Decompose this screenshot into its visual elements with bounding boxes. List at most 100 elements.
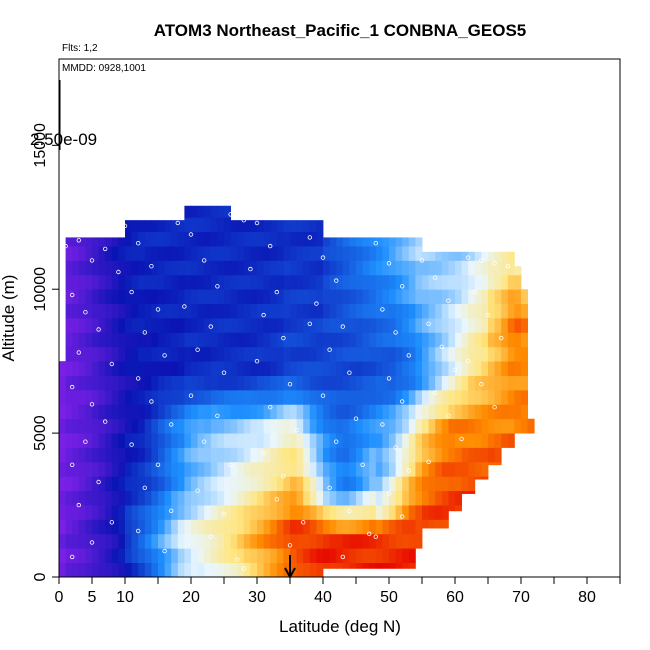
heatmap-cell (250, 404, 258, 420)
observation-point (168, 422, 174, 427)
heatmap-cell (422, 519, 429, 529)
heatmap-cell (257, 404, 264, 420)
heatmap-cell (125, 533, 132, 549)
heatmap-cell (290, 433, 297, 448)
heatmap-cell (138, 220, 146, 233)
heatmap-cell (177, 505, 185, 520)
heatmap-cell (217, 274, 225, 290)
heatmap-cell (65, 519, 73, 535)
heatmap-cell (382, 418, 390, 434)
heatmap-cell (290, 389, 297, 405)
heatmap-cell (197, 346, 205, 362)
heatmap-cell (296, 418, 304, 434)
heatmap-cell (210, 519, 218, 535)
observation-point (320, 393, 326, 398)
heatmap-cell (375, 404, 383, 420)
heatmap-cell (329, 260, 337, 276)
heatmap-cell (283, 519, 291, 535)
x-tick-label: 10 (116, 589, 134, 606)
heatmap-cell (316, 447, 324, 463)
heatmap-cell (65, 361, 73, 376)
heatmap-cell (158, 505, 165, 520)
heatmap-cell (111, 490, 119, 506)
heatmap-cell (468, 318, 476, 333)
heatmap-cell (158, 318, 165, 333)
heatmap-cell (111, 519, 119, 535)
heatmap-cell (72, 505, 80, 520)
heatmap-cell (210, 404, 218, 420)
heatmap-cell (309, 433, 317, 448)
heatmap-cell (316, 220, 324, 233)
heatmap-cell (356, 519, 363, 535)
heatmap-cell (78, 548, 86, 564)
heatmap-cell (521, 318, 528, 333)
heatmap-cell (382, 505, 390, 520)
heatmap-cell (296, 289, 304, 305)
heatmap-cell (501, 375, 509, 391)
heatmap-cell (98, 461, 106, 477)
heatmap-cell (138, 490, 146, 506)
heatmap-cell (507, 289, 515, 305)
heatmap-cell (72, 274, 80, 290)
heatmap-cell (105, 548, 113, 564)
observation-point (142, 485, 147, 490)
heatmap-cell (230, 548, 238, 564)
heatmap-cell (309, 318, 317, 333)
heatmap-cell (481, 447, 489, 463)
heatmap-cell (468, 418, 476, 434)
heatmap-cell (441, 418, 449, 434)
heatmap-cell (329, 418, 337, 434)
heatmap-cell (481, 318, 489, 333)
heatmap-cell (521, 332, 528, 348)
heatmap-cell (263, 548, 271, 564)
heatmap-cell (171, 318, 179, 333)
heatmap-cell (283, 404, 291, 420)
heatmap-cell (151, 375, 159, 391)
heatmap-cell (151, 490, 159, 506)
heatmap-cell (224, 332, 231, 348)
heatmap-cell (217, 375, 225, 391)
heatmap-cell (191, 361, 198, 376)
heatmap-cell (131, 461, 139, 477)
heatmap-cell (131, 404, 139, 420)
heatmap-cell (92, 332, 99, 348)
heatmap-cell (250, 375, 258, 391)
observation-point (380, 422, 385, 427)
heatmap-cell (422, 389, 429, 405)
heatmap-cell (191, 217, 198, 233)
y-tick-label: 5000 (32, 415, 49, 451)
heatmap-cell (382, 461, 390, 477)
observation-point (76, 350, 81, 355)
heatmap-cell (296, 260, 304, 276)
heatmap-cell (78, 332, 86, 348)
heatmap-cell (191, 461, 198, 477)
heatmap-cell (422, 260, 429, 276)
heatmap-cell (151, 260, 159, 276)
heatmap-cell (362, 274, 370, 290)
heatmap-cell (521, 361, 528, 376)
observation-point (426, 459, 431, 465)
heatmap-cell (197, 389, 205, 405)
heatmap-cell (111, 237, 119, 247)
heatmap-cell (85, 447, 93, 463)
heatmap-cell (303, 332, 311, 348)
heatmap-cell (389, 548, 396, 564)
heatmap-cell (105, 476, 113, 492)
heatmap-cell (118, 289, 126, 305)
heatmap-cell (389, 418, 396, 434)
heatmap-cell (125, 461, 132, 477)
heatmap-cell (316, 260, 324, 276)
heatmap-cell (177, 433, 185, 448)
observation-point (195, 347, 200, 352)
heatmap-cell (474, 418, 482, 434)
heatmap-cell (177, 418, 185, 434)
heatmap-cell (210, 533, 218, 549)
heatmap-cell (138, 361, 146, 376)
observation-point (433, 275, 438, 280)
heatmap-cell (283, 332, 291, 348)
heatmap-cell (263, 361, 271, 376)
observation-point (96, 479, 101, 485)
heatmap-cell (230, 505, 238, 520)
heatmap-cell (402, 274, 410, 290)
heatmap-cell (395, 289, 403, 305)
